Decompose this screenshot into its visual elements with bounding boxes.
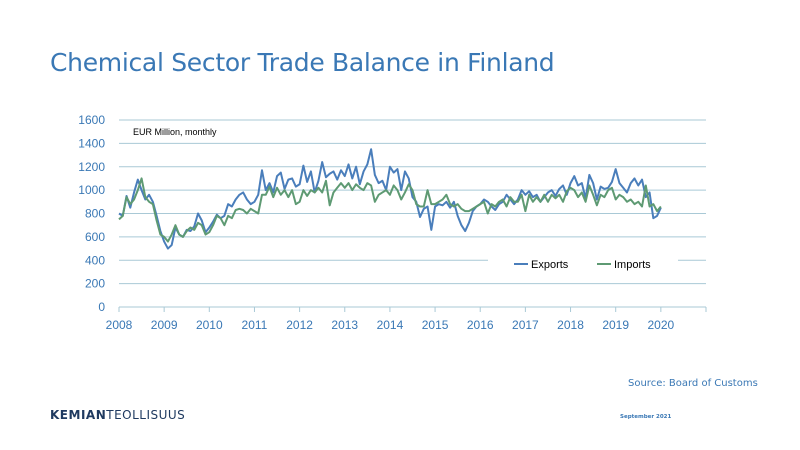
y-tick-label: 600 (85, 230, 105, 244)
x-tick-label: 2015 (422, 318, 449, 332)
y-tick-label: 1000 (78, 183, 105, 197)
x-tick-label: 2018 (557, 318, 584, 332)
x-tick-label: 2010 (196, 318, 223, 332)
y-tick-label: 1600 (78, 113, 105, 127)
x-tick-label: 2013 (331, 318, 358, 332)
company-logo: KEMIANTEOLLISUUS (50, 408, 185, 422)
series-line-imports (118, 177, 662, 243)
x-tick-label: 2016 (467, 318, 494, 332)
x-tick-label: 2008 (106, 318, 133, 332)
y-tick-label: 1400 (78, 136, 105, 150)
logo-part2: TEOLLISUUS (106, 408, 186, 422)
y-tick-label: 800 (85, 207, 105, 221)
date-label: September 2021 (620, 414, 672, 420)
unit-label: EUR Million, monthly (133, 127, 217, 137)
x-tick-label: 2012 (286, 318, 313, 332)
x-tick-label: 2009 (151, 318, 178, 332)
y-tick-label: 0 (98, 300, 105, 314)
legend-label-imports: Imports (614, 259, 651, 271)
legend-label-exports: Exports (531, 259, 569, 271)
y-tick-label: 1200 (78, 160, 105, 174)
series-line-exports (118, 148, 662, 250)
x-tick-label: 2017 (512, 318, 539, 332)
x-tick-label: 2019 (602, 318, 629, 332)
x-tick-label: 2011 (242, 318, 268, 332)
y-tick-label: 200 (85, 277, 105, 291)
logo-part1: KEMIAN (50, 408, 107, 422)
y-tick-label: 400 (85, 253, 105, 267)
x-tick-label: 2020 (647, 318, 674, 332)
x-tick-label: 2014 (377, 318, 404, 332)
source-note: Source: Board of Customs (628, 378, 758, 389)
page-title: Chemical Sector Trade Balance in Finland (50, 48, 555, 77)
